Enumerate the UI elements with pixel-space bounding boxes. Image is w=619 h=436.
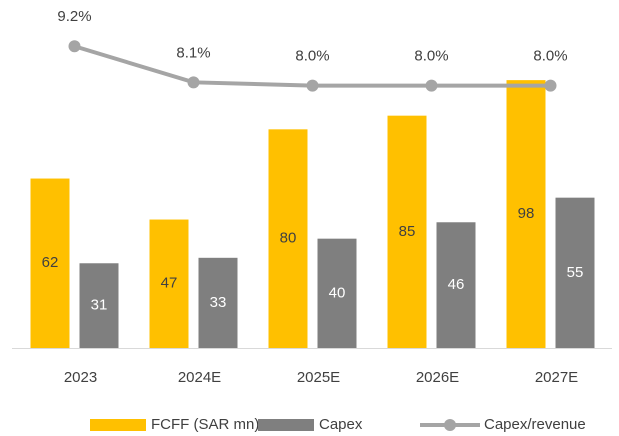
bar bbox=[79, 263, 119, 348]
bar bbox=[555, 197, 595, 348]
line-value-label: 8.0% bbox=[295, 48, 329, 65]
bar-value-label: 47 bbox=[161, 275, 178, 292]
bar-value-label: 55 bbox=[567, 264, 584, 281]
bar bbox=[506, 80, 546, 348]
x-tick-label: 2023 bbox=[64, 369, 97, 386]
bar-value-label: 33 bbox=[210, 294, 227, 311]
legend-swatch bbox=[258, 419, 314, 431]
legend-swatch bbox=[90, 419, 146, 431]
bar-value-label: 98 bbox=[518, 205, 535, 222]
x-tick-label: 2026E bbox=[416, 369, 459, 386]
x-tick-label: 2024E bbox=[178, 369, 221, 386]
bar-value-label: 80 bbox=[280, 230, 297, 247]
x-tick-label: 2025E bbox=[297, 369, 340, 386]
bar-value-label: 31 bbox=[91, 297, 108, 314]
bar-value-label: 85 bbox=[399, 223, 416, 240]
legend-label: Capex/revenue bbox=[484, 416, 586, 433]
line-value-label: 8.0% bbox=[533, 48, 567, 65]
line-value-label: 9.2% bbox=[57, 8, 91, 25]
line-marker bbox=[425, 79, 438, 92]
legend-label: FCFF (SAR mn) bbox=[151, 416, 259, 433]
line-marker bbox=[306, 79, 319, 92]
bar bbox=[436, 222, 476, 348]
line-marker bbox=[187, 76, 200, 89]
bar bbox=[198, 257, 238, 348]
bar bbox=[30, 178, 70, 348]
x-tick-label: 2027E bbox=[535, 369, 578, 386]
line-value-label: 8.0% bbox=[414, 48, 448, 65]
bar bbox=[387, 115, 427, 349]
line-marker bbox=[544, 79, 557, 92]
line-marker bbox=[68, 40, 81, 53]
bar bbox=[317, 238, 357, 348]
line-value-label: 8.1% bbox=[176, 44, 210, 61]
bar bbox=[149, 219, 189, 348]
bar-value-label: 62 bbox=[42, 254, 59, 271]
bar-value-label: 46 bbox=[448, 276, 465, 293]
bar bbox=[268, 129, 308, 348]
legend-label: Capex bbox=[319, 416, 363, 433]
bar-value-label: 40 bbox=[329, 284, 346, 301]
legend-marker bbox=[444, 419, 456, 431]
